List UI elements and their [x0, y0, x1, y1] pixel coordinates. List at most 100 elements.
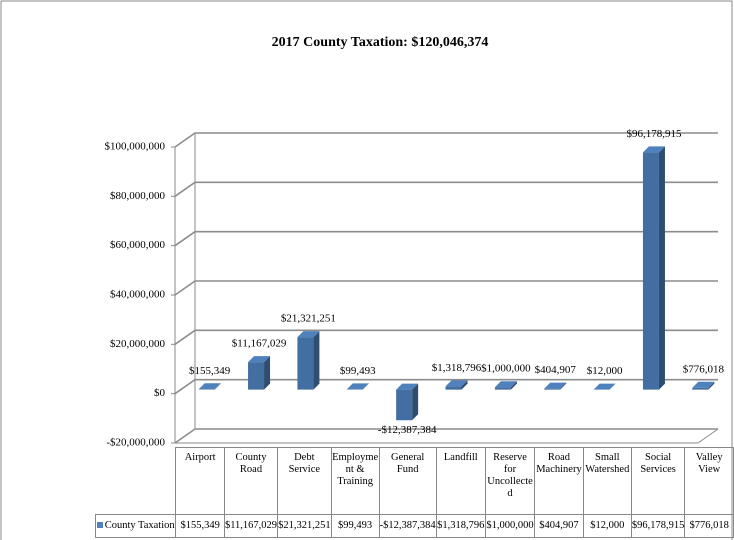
category-cell: Landfill [435, 447, 486, 515]
bar [346, 383, 369, 390]
category-cell: Road Machinery [534, 447, 584, 515]
data-table: Airport County Road Debt Service Employment… [94, 447, 734, 538]
bar-top [396, 383, 419, 390]
category-cell: Employment & Training [330, 447, 380, 515]
y-tick-label: $40,000,000 [110, 289, 166, 301]
bar-top [297, 331, 320, 338]
value-cell: $404,907 [534, 514, 584, 538]
bar [297, 331, 320, 390]
bar-top [692, 381, 715, 388]
bar-side [214, 383, 221, 390]
chart-title: 2017 County Taxation: $120,046,374 [272, 35, 489, 50]
bar-side [362, 383, 369, 390]
bar-side [313, 331, 320, 390]
data-label: $776,018 [683, 363, 725, 375]
category-cell: County Road [223, 447, 279, 515]
floor-edge [697, 428, 719, 444]
bar-top [248, 356, 271, 363]
grid-line [174, 428, 718, 444]
bar-side [264, 356, 271, 390]
y-tick-label: -$20,000,000 [106, 437, 165, 449]
bar-top [346, 383, 369, 390]
data-label: $11,167,029 [232, 338, 287, 350]
bar-front [445, 386, 462, 390]
bar-side [708, 381, 715, 390]
table-row: Airport County Road Debt Service Employment… [96, 447, 734, 515]
grid-line [174, 230, 718, 247]
bar-top [642, 146, 665, 153]
bar-front [642, 152, 659, 390]
value-cell: $1,318,796 [435, 514, 486, 538]
grid-line [174, 378, 718, 395]
y-tick-label: $20,000,000 [110, 338, 166, 350]
bar-top [593, 383, 616, 390]
y-tick-label: $80,000,000 [110, 190, 166, 202]
bar [593, 383, 616, 390]
value-cell: $96,178,915 [630, 514, 686, 538]
value-cell: $11,167,029 [223, 514, 279, 538]
bar-side [658, 146, 665, 390]
bar-side [609, 383, 616, 390]
category-cell: Airport [175, 447, 225, 515]
legend-key [96, 522, 103, 528]
y-tick-label: $100,000,000 [105, 141, 166, 153]
data-label: $155,349 [189, 365, 231, 377]
table-corner [96, 448, 176, 515]
bar-top [445, 380, 468, 387]
legend-label: County Taxation [104, 520, 175, 531]
category-cell: Debt Service [277, 447, 332, 515]
bar-side [560, 382, 567, 390]
data-label: $12,000 [587, 365, 623, 377]
table-row: County Taxation $155,349 $11,167,029 $21,32… [94, 514, 734, 538]
bar-side [510, 381, 517, 390]
value-cell: $12,000 [582, 514, 632, 538]
grid-line [174, 132, 718, 148]
y-tick-label: $60,000,000 [110, 239, 166, 251]
data-label: -$12,387,384 [378, 424, 437, 436]
bar [494, 381, 517, 390]
value-cell: $155,349 [175, 514, 225, 538]
bar-front [297, 337, 314, 390]
bar [642, 146, 665, 390]
bar-front [692, 387, 709, 390]
legend-cell: County Taxation [94, 514, 177, 538]
value-cell: $1,000,000 [484, 514, 536, 538]
bar [544, 382, 567, 390]
value-cell: $99,493 [330, 514, 380, 538]
bar-front [494, 387, 511, 390]
bar-front [544, 388, 561, 390]
bar-front [248, 362, 265, 390]
y-tick-label: $0 [154, 387, 166, 399]
grid-line [174, 280, 718, 296]
bar-top [198, 383, 221, 390]
data-label: $1,318,796 [432, 362, 482, 374]
data-label: $1,000,000 [481, 363, 531, 375]
category-cell: General Fund [378, 447, 437, 515]
bar [248, 356, 271, 390]
bar [198, 383, 221, 390]
bar [692, 381, 715, 390]
data-label: $21,321,251 [281, 313, 336, 325]
category-cell: Small Watershed [582, 447, 632, 515]
bar-top [544, 382, 567, 389]
bar [396, 383, 419, 421]
data-label: $404,907 [535, 364, 577, 376]
value-cell: -$12,387,384 [378, 514, 437, 538]
grid-line [174, 329, 718, 345]
bar [445, 380, 468, 390]
category-cell: Social Services [630, 447, 686, 515]
category-cell: Valley View [684, 447, 734, 515]
category-cell: Reserve for Uncollected [484, 447, 536, 515]
bar-side [461, 380, 468, 390]
data-label: $96,178,915 [626, 128, 682, 140]
bar-front [396, 389, 413, 421]
data-label: $99,493 [340, 365, 376, 377]
value-cell: $21,321,251 [277, 514, 332, 538]
bar-side [412, 383, 419, 421]
value-cell: $776,018 [684, 514, 734, 538]
bar-top [494, 381, 517, 388]
grid-line [174, 181, 718, 197]
